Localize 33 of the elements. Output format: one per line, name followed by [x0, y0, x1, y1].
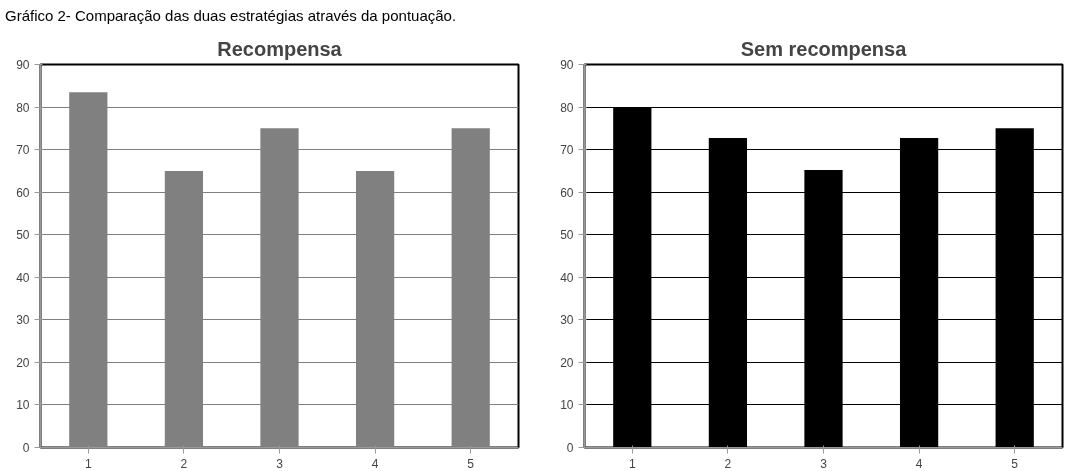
- y-tick-label: 80: [16, 100, 30, 115]
- y-tick-label: 70: [16, 143, 30, 158]
- y-tick-label: 10: [560, 398, 574, 413]
- y-tick-label: 0: [566, 441, 574, 455]
- x-tick-label: 5: [1011, 456, 1019, 471]
- y-tick-label: 40: [560, 270, 574, 285]
- y-tick-label: 50: [16, 228, 30, 243]
- y-tick-label: 20: [560, 355, 574, 370]
- y-tick-label: 70: [560, 143, 574, 158]
- y-tick-label: 60: [16, 185, 30, 200]
- x-tick-label: 5: [467, 456, 475, 471]
- x-tick-label: 2: [724, 456, 732, 471]
- x-tick-label: 3: [820, 456, 828, 471]
- y-tick-label: 30: [560, 313, 574, 328]
- text: Gráfico 2- Comparação das duas estratégias através da pontuação.: [5, 6, 457, 26]
- chart-title: Sem recompensa: [740, 37, 908, 60]
- y-tick-label: 90: [16, 58, 30, 72]
- y-tick-label: 20: [16, 355, 30, 370]
- y-tick-label: 30: [16, 313, 30, 328]
- chart-title: Recompensa: [217, 37, 343, 60]
- x-tick-label: 4: [371, 456, 379, 471]
- y-tick-label: 0: [22, 441, 30, 455]
- y-tick-label: 90: [560, 58, 574, 72]
- x-tick-label: 4: [915, 456, 923, 471]
- x-tick-label: 3: [276, 456, 284, 471]
- x-tick-label: 1: [84, 456, 92, 471]
- y-tick-label: 40: [16, 270, 30, 285]
- y-tick-label: 10: [16, 398, 30, 413]
- x-tick-label: 1: [628, 456, 636, 471]
- y-tick-label: 50: [560, 228, 574, 243]
- y-tick-label: 80: [560, 100, 574, 115]
- y-tick-label: 60: [560, 185, 574, 200]
- x-tick-label: 2: [180, 456, 188, 471]
